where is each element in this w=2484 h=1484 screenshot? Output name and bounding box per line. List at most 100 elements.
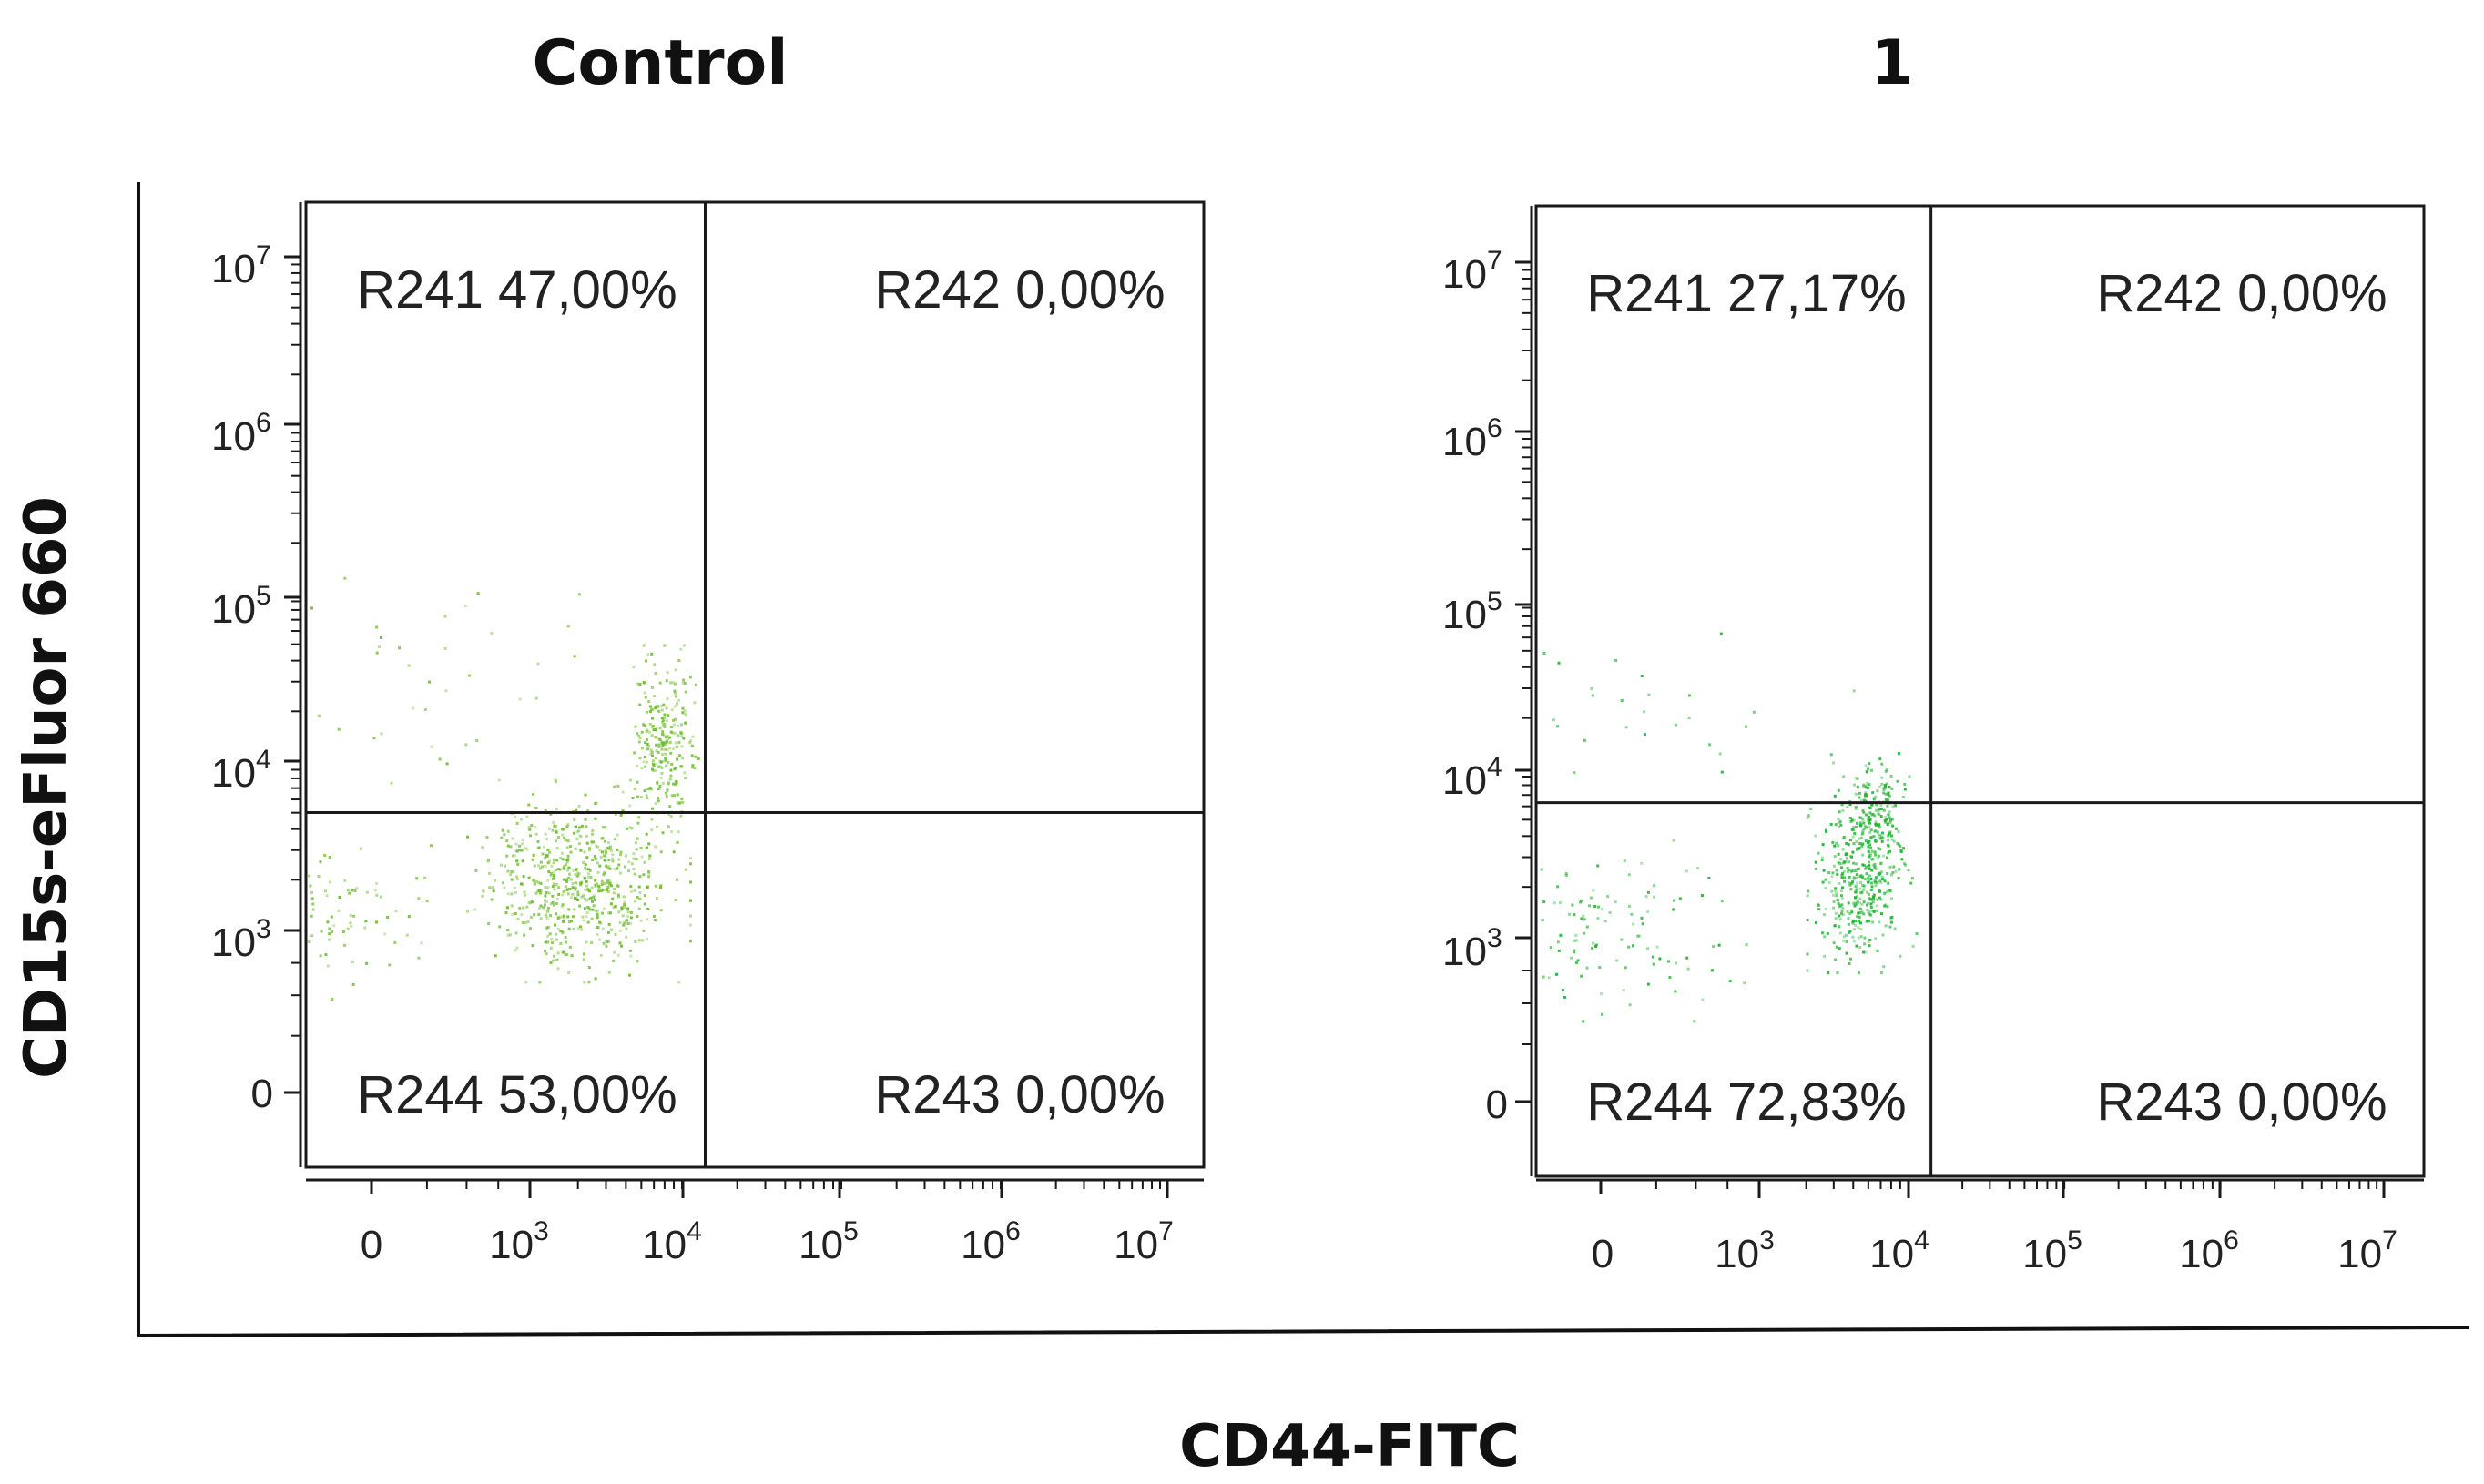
- event-dot: [651, 759, 655, 763]
- event-dot: [1878, 871, 1881, 875]
- event-dot: [1835, 894, 1838, 898]
- event-dot: [602, 941, 606, 945]
- event-dot: [514, 912, 517, 915]
- event-dot: [567, 876, 571, 879]
- event-dot: [546, 910, 550, 913]
- x-tick-label: 106: [961, 1216, 1021, 1267]
- event-dot: [644, 741, 647, 745]
- event-dot: [375, 893, 379, 897]
- event-dot: [631, 797, 635, 799]
- event-dot: [1858, 921, 1862, 925]
- event-dot: [653, 663, 657, 666]
- event-dot: [1835, 841, 1838, 845]
- event-dot: [1592, 941, 1595, 945]
- event-dot: [464, 604, 467, 607]
- event-dot: [600, 883, 604, 886]
- event-dot: [1899, 849, 1903, 852]
- event-dot: [604, 826, 607, 829]
- event-dot: [663, 716, 666, 719]
- event-dot: [530, 824, 534, 828]
- event-dot: [606, 886, 610, 889]
- event-dot: [539, 904, 543, 908]
- event-dot: [1806, 952, 1809, 956]
- event-dot: [1869, 902, 1873, 906]
- event-dot: [1882, 965, 1886, 969]
- event-dot: [1854, 808, 1858, 810]
- event-dot: [544, 940, 547, 944]
- event-dot: [681, 711, 685, 715]
- event-dot: [1870, 898, 1874, 901]
- event-dot: [565, 858, 569, 861]
- event-dot: [689, 739, 693, 743]
- event-dot: [564, 953, 567, 957]
- event-dot: [650, 734, 654, 737]
- event-dot: [647, 858, 651, 860]
- event-dot: [667, 782, 670, 786]
- event-dot: [525, 905, 529, 909]
- event-dot: [1675, 961, 1677, 965]
- event-dot: [510, 878, 514, 881]
- event-dot: [527, 900, 531, 904]
- event-dot: [613, 888, 616, 890]
- event-dot: [657, 750, 660, 754]
- event-dot: [633, 787, 636, 790]
- event-dot: [559, 942, 563, 946]
- event-dot: [1854, 777, 1858, 780]
- event-dot: [1894, 869, 1898, 873]
- event-dot: [559, 856, 563, 859]
- event-dot: [626, 907, 630, 910]
- event-dot: [626, 921, 630, 925]
- event-dot: [553, 858, 555, 861]
- event-dot: [644, 765, 647, 768]
- event-dot: [659, 760, 663, 764]
- event-dot: [636, 780, 639, 784]
- event-dot: [1614, 658, 1618, 662]
- event-dot: [651, 754, 654, 757]
- event-dot: [651, 725, 655, 728]
- event-dot: [351, 982, 355, 986]
- event-dot: [1583, 931, 1586, 935]
- event-dot: [349, 914, 352, 918]
- event-dot: [407, 664, 411, 667]
- event-dot: [1720, 770, 1724, 774]
- event-dot: [1839, 862, 1843, 866]
- event-dot: [1815, 921, 1817, 924]
- event-dot: [524, 921, 527, 925]
- event-dot: [1644, 895, 1648, 899]
- event-dot: [584, 888, 587, 891]
- event-dot: [541, 865, 545, 869]
- event-dot: [694, 755, 697, 758]
- event-dot: [591, 828, 595, 832]
- quadrant-label-r242: R242 0,00%: [874, 260, 1165, 320]
- event-dot: [661, 831, 665, 835]
- event-dot: [502, 829, 504, 833]
- event-dot: [638, 703, 642, 706]
- event-dot: [534, 891, 538, 895]
- event-dot: [1879, 815, 1883, 818]
- event-dot: [1555, 972, 1558, 976]
- event-dot: [1878, 826, 1881, 829]
- quadrant-label-r243: R243 0,00%: [2096, 1072, 2387, 1132]
- event-dot: [1866, 920, 1869, 923]
- event-dot: [529, 927, 532, 930]
- event-dot: [637, 885, 641, 889]
- y-axis-ticks: [1515, 260, 1532, 1103]
- event-dot: [1856, 868, 1859, 871]
- event-dot: [1853, 783, 1856, 787]
- event-dot: [1890, 787, 1894, 790]
- event-dot: [565, 825, 569, 828]
- event-dot: [682, 678, 686, 682]
- event-dot: [632, 868, 636, 870]
- event-dot: [543, 899, 546, 902]
- event-dot: [651, 708, 655, 712]
- event-dot: [645, 794, 648, 798]
- event-dot: [1861, 829, 1865, 833]
- event-dot: [680, 745, 684, 748]
- event-dot: [651, 686, 654, 689]
- event-dot: [594, 909, 597, 912]
- event-dot: [1860, 823, 1864, 827]
- event-dot: [652, 763, 656, 767]
- event-dot: [1846, 857, 1849, 860]
- event-dot: [657, 797, 660, 800]
